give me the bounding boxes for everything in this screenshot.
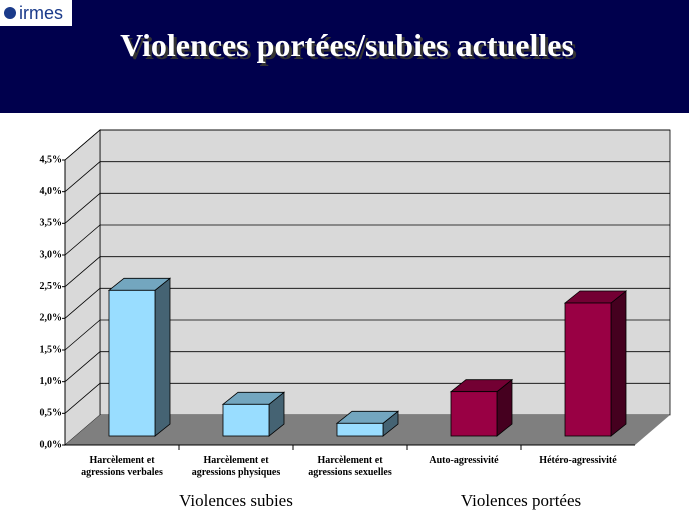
y-tick-label: 4,5% [40, 154, 63, 165]
group-label: Violences subies [179, 491, 293, 510]
y-tick-label: 4,0% [40, 186, 63, 197]
grid-line [64, 161, 670, 192]
y-tick-label: 1,5% [40, 344, 63, 355]
x-tick-label: Harcèlement et [317, 455, 383, 466]
y-tick-label: 3,0% [40, 249, 63, 260]
y-tick-label: 2,5% [40, 281, 63, 292]
x-tick-label: Hétéro-agressivité [539, 455, 617, 466]
x-tick-label: agressions sexuelles [308, 467, 392, 478]
bar [449, 378, 514, 437]
grid-line [64, 319, 670, 351]
grid-line [64, 192, 670, 224]
bar [563, 290, 628, 437]
bar-side [610, 290, 627, 437]
bar-front [222, 403, 270, 437]
grid-line [64, 287, 670, 319]
bar-front [108, 289, 156, 437]
logo: irmes [19, 3, 63, 23]
x-tick-label: agressions physiques [192, 467, 281, 478]
bar [335, 410, 400, 437]
header-band [0, 0, 689, 113]
bar-front [336, 422, 384, 437]
group-label: Violences portées [461, 491, 581, 510]
logo-icon [4, 7, 16, 19]
side-wall [64, 129, 101, 446]
bar-side [154, 277, 171, 437]
y-tick-label: 0,0% [40, 439, 63, 450]
x-tick-label: Auto-agressivité [429, 455, 499, 466]
title-shadow: Violences portées/subies actuelles [123, 30, 577, 66]
y-tick-label: 1,0% [40, 376, 63, 387]
grid-line [64, 224, 670, 256]
y-tick-label: 3,5% [40, 218, 63, 229]
grid-line [64, 129, 670, 161]
y-tick-label: 0,5% [40, 408, 63, 419]
chart-title: Violences portées/subies actuelles [120, 27, 574, 63]
grid-line [64, 351, 670, 382]
bar-front [564, 302, 612, 437]
grid-line [64, 256, 670, 287]
bar-front [450, 391, 498, 437]
y-tick-label: 2,0% [40, 313, 63, 324]
x-tick-label: agressions verbales [81, 467, 163, 478]
x-tick-label: Harcèlement et [203, 455, 269, 466]
bar [221, 391, 286, 437]
bar [107, 277, 172, 437]
x-tick-label: Harcèlement et [89, 455, 155, 466]
